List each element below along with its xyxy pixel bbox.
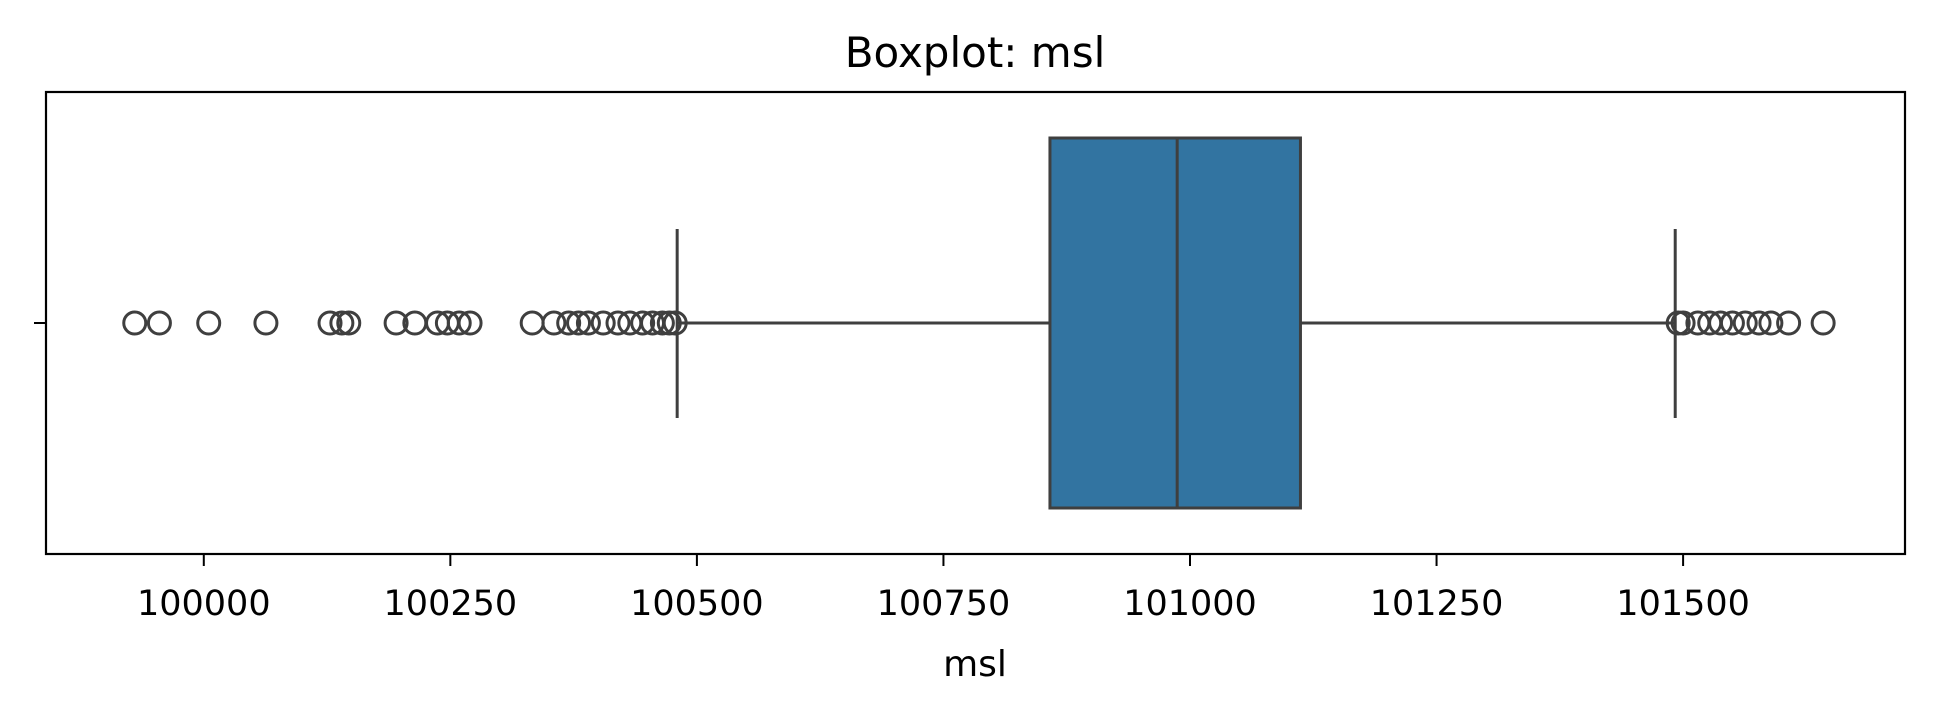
outlier-point bbox=[146, 310, 172, 336]
outlier-point bbox=[630, 310, 656, 336]
x-tick-label: 101500 bbox=[1616, 584, 1750, 624]
outlier-point bbox=[336, 310, 362, 336]
outlier-point bbox=[556, 310, 582, 336]
outlier-point bbox=[446, 310, 472, 336]
outlier-point bbox=[519, 310, 545, 336]
outlier-point bbox=[253, 310, 279, 336]
chart-title: Boxplot: msl bbox=[845, 28, 1106, 77]
x-tick-label: 100250 bbox=[384, 584, 518, 624]
outlier-point bbox=[383, 310, 409, 336]
outlier-point bbox=[566, 310, 592, 336]
outlier-point bbox=[662, 310, 688, 336]
x-tick-label: 100500 bbox=[630, 584, 764, 624]
outlier-point bbox=[541, 310, 567, 336]
outlier-point bbox=[317, 310, 343, 336]
outlier-point bbox=[1708, 310, 1734, 336]
x-tick-label: 100000 bbox=[137, 584, 271, 624]
outlier-point bbox=[196, 310, 222, 336]
outlier-point bbox=[122, 310, 148, 336]
x-tick-label: 101250 bbox=[1370, 584, 1504, 624]
outlier-point bbox=[1758, 310, 1784, 336]
x-tick-label: 101000 bbox=[1123, 584, 1257, 624]
outlier-point bbox=[649, 310, 675, 336]
outlier-point bbox=[1810, 310, 1836, 336]
outlier-point bbox=[1670, 310, 1696, 336]
outlier-point bbox=[1776, 310, 1802, 336]
x-axis-label: msl bbox=[943, 644, 1007, 685]
x-tick-label: 100750 bbox=[877, 584, 1011, 624]
outlier-point bbox=[1732, 310, 1758, 336]
iqr-box bbox=[1048, 136, 1302, 510]
outlier-point bbox=[329, 310, 355, 336]
outlier-point bbox=[457, 310, 483, 336]
outlier-point bbox=[1746, 310, 1772, 336]
outlier-point bbox=[605, 310, 631, 336]
outlier-point bbox=[590, 310, 616, 336]
outlier-point bbox=[575, 310, 601, 336]
outlier-point bbox=[1719, 310, 1745, 336]
